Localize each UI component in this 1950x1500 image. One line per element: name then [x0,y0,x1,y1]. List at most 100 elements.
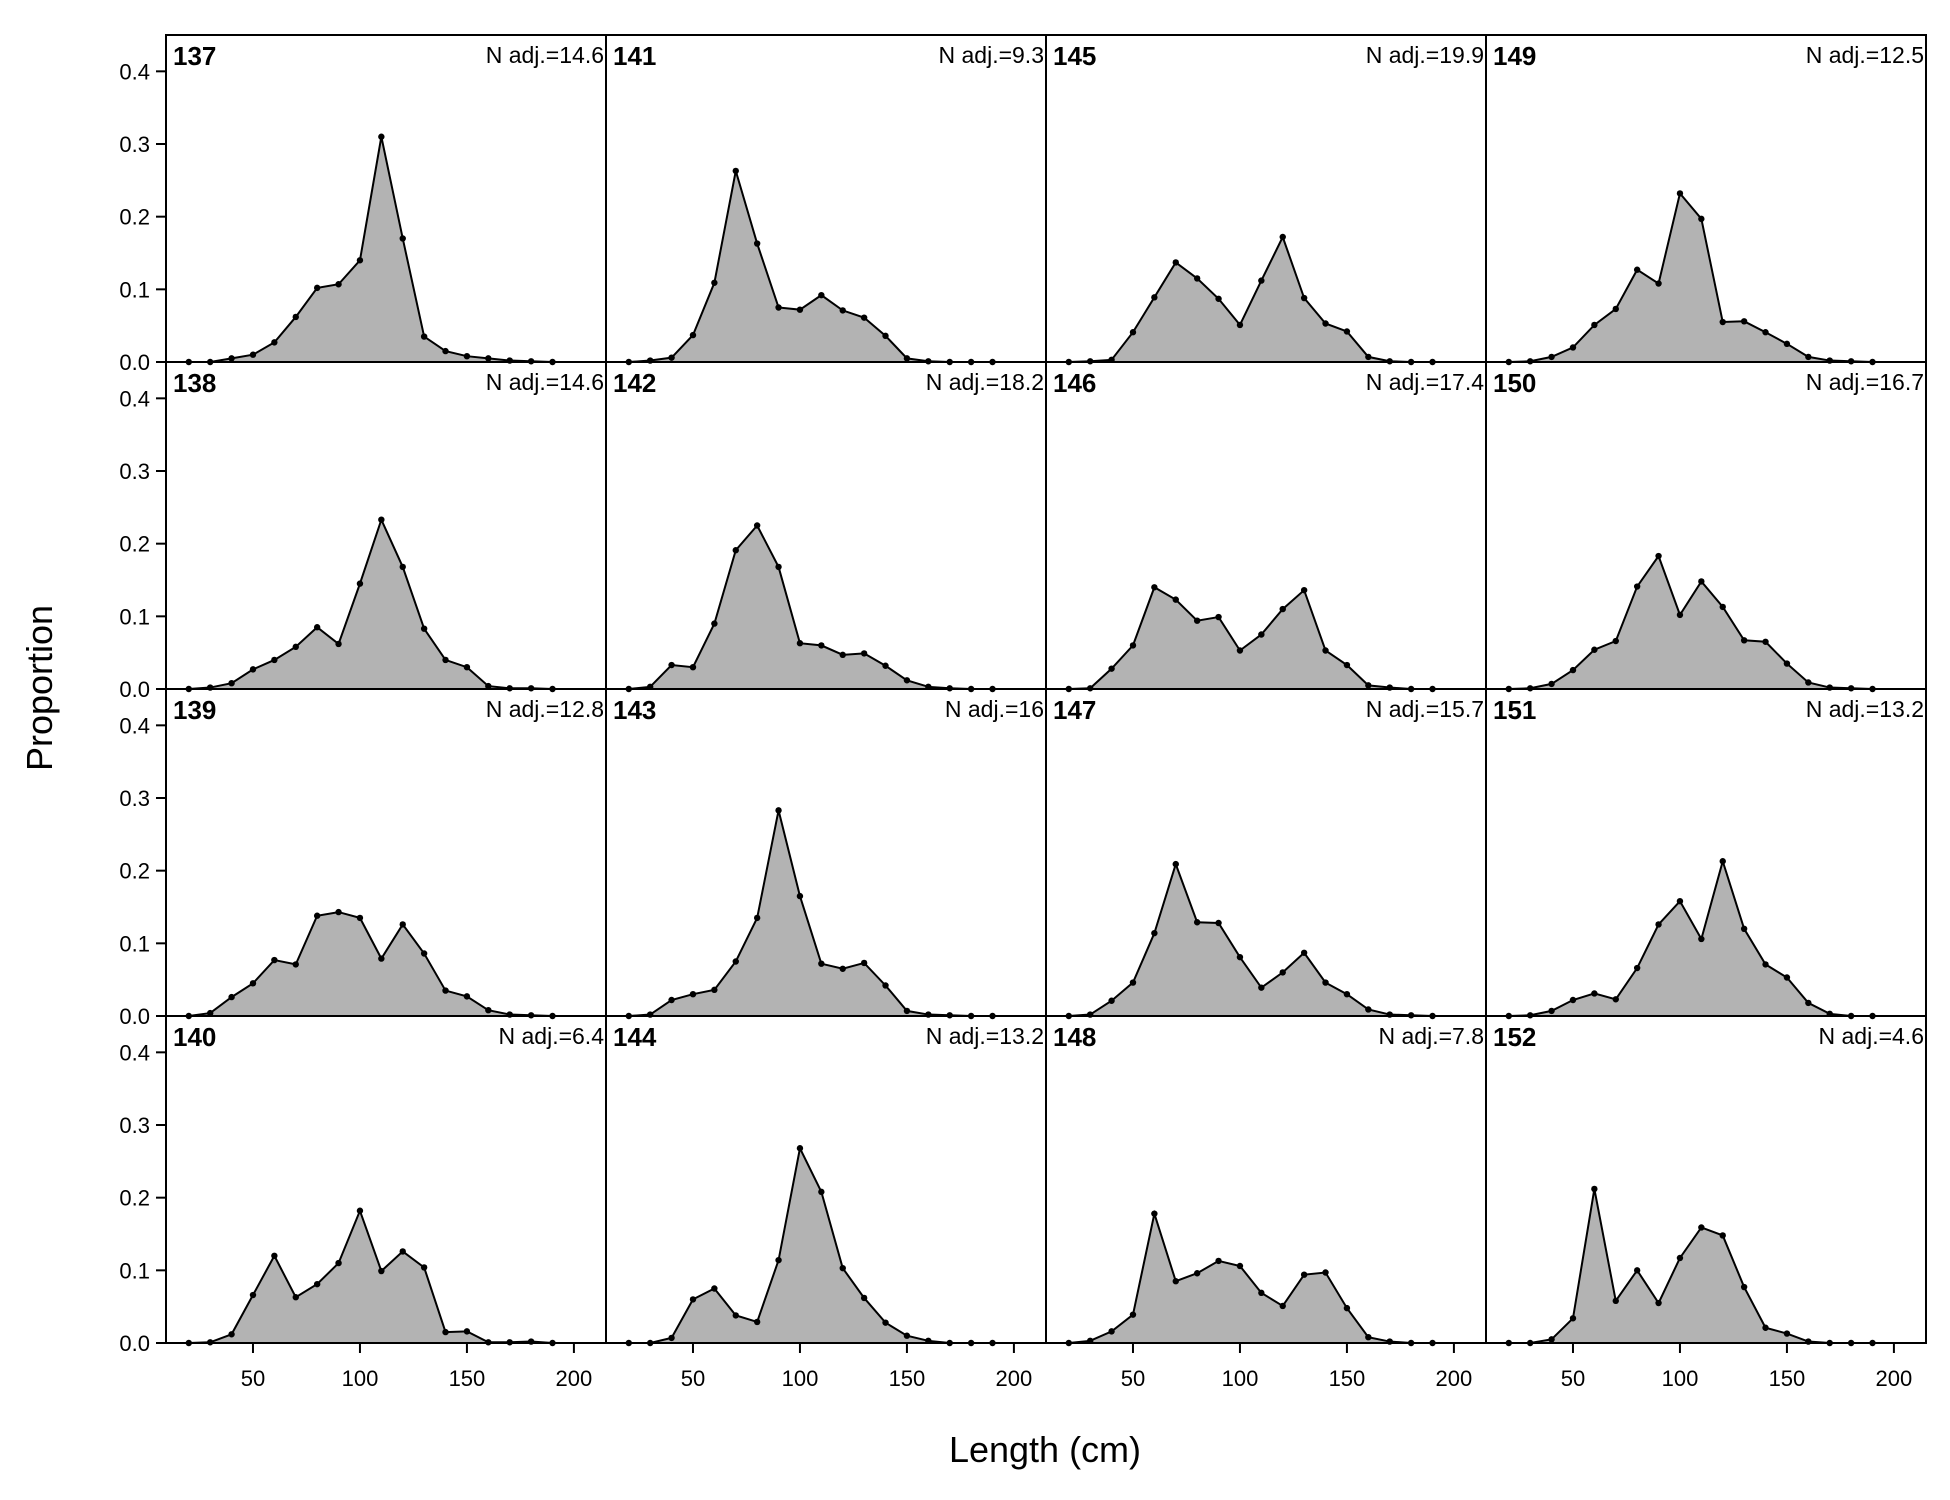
panel-145-point [1258,277,1265,284]
panel-140-point [249,1291,257,1299]
panel-144-line [628,1145,993,1344]
panel-137-point [313,284,321,292]
panel-142-point [796,640,804,647]
y-tick-label: 0.4 [119,386,150,411]
x-tick-label: 200 [556,1366,593,1391]
y-axis-title: Proportion [19,605,60,771]
panel-148-point [1322,1269,1329,1276]
panel-146-point [1300,586,1308,594]
y-tick-label: 0.3 [119,786,150,811]
panel-143-line [628,810,993,1017]
x-tick-label: 150 [1769,1366,1806,1391]
panel-137-area [188,136,553,362]
panel-146-point [1108,665,1115,672]
panel-142-point [753,522,761,529]
panel-140: 140 N adj.=6.4 [165,1015,607,1347]
panel-151-point [1548,1007,1555,1015]
panel-143-point [882,982,889,989]
panel-139-area [188,912,553,1016]
panel-147-frame [1045,688,1487,1017]
panel-138: 138 N adj.=14.6 [165,361,607,693]
panel-152-line [1508,1188,1873,1344]
panel-147: 147 N adj.=15.7 [1045,688,1487,1020]
panel-147-point [1365,1006,1372,1013]
panel-143-point [839,965,846,972]
panel-150-point [1591,646,1598,653]
panel-138-id-label: 138 [173,368,216,398]
panel-142-frame [605,361,1047,690]
panel-145-nadj-label: N adj.=19.9 [1366,42,1484,68]
panel-140-point [442,1328,449,1336]
panel-138-point [442,656,449,664]
y-tick-label: 0.3 [119,1113,150,1138]
panel-140-point [228,1331,235,1338]
panel-138-point [292,643,299,651]
panel-142-point [839,651,846,659]
panel-143-point [732,958,739,965]
x-tick-label: 200 [996,1366,1033,1391]
panel-152-point [1612,1297,1619,1305]
panel-140-point [463,1328,471,1335]
panel-147-point [1193,919,1201,926]
panel-152-point [1740,1283,1748,1291]
panel-140-point [378,1267,385,1275]
panel-148: 148 N adj.=7.8 [1045,1015,1487,1347]
panel-138-point [313,624,321,631]
panel-148-point [1279,1302,1286,1310]
panel-151-point [1740,925,1748,932]
panel-148-point [1172,1278,1179,1285]
panel-151-area [1508,861,1873,1016]
panel-151-point [1633,964,1641,972]
x-tick-label: 200 [1436,1366,1473,1391]
panel-139-point [228,993,235,1001]
panel-137-point [335,281,342,288]
y-tick-label: 0.3 [119,132,150,157]
panel-146-point [1151,584,1158,591]
panel-149-id-label: 149 [1493,41,1536,71]
panel-152-id-label: 152 [1493,1022,1536,1052]
panel-152-point [1698,1224,1705,1231]
panel-145-point [1365,353,1372,361]
panel-146-point [1129,642,1137,649]
y-tick-label: 0.3 [119,459,150,484]
panel-148-id-label: 148 [1053,1022,1096,1052]
panel-142-point [775,563,782,571]
panel-139-point [292,961,299,968]
panel-147-point [1322,979,1329,986]
y-tick-label: 0.2 [119,859,150,884]
panel-139-point [420,950,428,957]
panel-151-point [1591,990,1598,997]
panel-144: 144 N adj.=13.2 [605,1015,1047,1347]
panel-144-point [711,1285,718,1292]
panel-145-point [1279,233,1286,241]
panel-146-line [1068,585,1433,690]
panel-149-point [1676,190,1684,197]
y-tick-label: 0.4 [119,713,150,738]
panel-151-point [1762,961,1769,968]
panel-149-point [1805,353,1812,361]
panel-147-point [1236,953,1244,961]
panel-149-line [1508,191,1873,363]
panel-144-point [860,1294,868,1302]
panel-137: 137 N adj.=14.6 [165,34,607,366]
panel-143-area [628,810,993,1016]
panel-144-point [903,1332,911,1339]
panel-141-point [775,304,782,311]
panel-140-point [271,1252,278,1260]
panel-139-point [485,1006,492,1014]
panel-138-nadj-label: N adj.=14.6 [486,369,604,395]
y-tick-label: 0.4 [119,1040,150,1065]
panel-141-id-label: 141 [613,41,656,71]
panel-139-line [188,911,553,1017]
panel-150: 150 N adj.=16.7 [1485,361,1927,693]
panel-148-point [1129,1311,1137,1318]
panel-143-nadj-label: N adj.=16 [945,696,1044,722]
panel-147-point [1129,979,1137,986]
y-tick-label: 0.1 [119,1258,150,1283]
panel-146-point [1343,661,1351,669]
panel-139-point [356,914,364,922]
panel-138-point [356,580,364,587]
panel-138-point [271,656,278,664]
panel-137-point [442,347,449,355]
